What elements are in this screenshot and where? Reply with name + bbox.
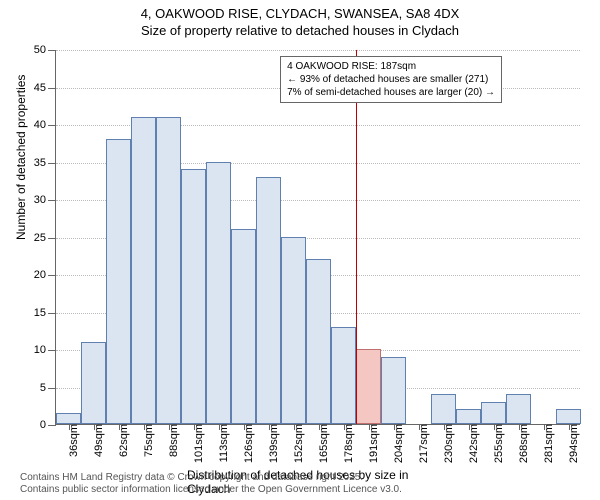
plot-area: 4 OAKWOOD RISE: 187sqm ← 93% of detached…: [55, 50, 580, 425]
histogram-bar: [106, 139, 131, 424]
histogram-bar: [481, 402, 506, 425]
x-tick-label: 152sqm: [293, 424, 305, 463]
histogram-bar: [456, 409, 481, 424]
histogram-bar: [506, 394, 531, 424]
x-tick-label: 75sqm: [143, 424, 155, 457]
annotation-box: 4 OAKWOOD RISE: 187sqm ← 93% of detached…: [280, 56, 502, 103]
histogram-bar: [306, 259, 331, 424]
y-tick-label: 20: [34, 269, 46, 281]
x-tick-label: 49sqm: [93, 424, 105, 457]
y-tick-label: 15: [34, 307, 46, 319]
grid-line: [56, 50, 580, 51]
histogram-bar: [131, 117, 156, 425]
histogram-bar: [331, 327, 356, 425]
x-tick-label: 62sqm: [118, 424, 130, 457]
histogram-bar: [556, 409, 581, 424]
y-tick: [48, 125, 56, 126]
x-tick-label: 139sqm: [268, 424, 280, 463]
y-tick-label: 0: [40, 419, 46, 431]
histogram-bar: [431, 394, 456, 424]
y-tick: [48, 163, 56, 164]
footer-line1: Contains HM Land Registry data © Crown c…: [20, 472, 402, 484]
x-tick-label: 126sqm: [243, 424, 255, 463]
annotation-line3: 7% of semi-detached houses are larger (2…: [287, 86, 495, 99]
y-tick: [48, 200, 56, 201]
x-tick-label: 36sqm: [68, 424, 80, 457]
x-tick-label: 178sqm: [343, 424, 355, 463]
histogram-bar: [81, 342, 106, 425]
histogram-bar: [281, 237, 306, 425]
y-tick: [48, 313, 56, 314]
annotation-line2: ← 93% of detached houses are smaller (27…: [287, 73, 495, 86]
histogram-bar: [356, 349, 381, 424]
histogram-bar: [56, 413, 81, 424]
x-tick-label: 242sqm: [468, 424, 480, 463]
y-tick: [48, 350, 56, 351]
title-block: 4, OAKWOOD RISE, CLYDACH, SWANSEA, SA8 4…: [0, 0, 600, 40]
footer: Contains HM Land Registry data © Crown c…: [20, 472, 402, 496]
y-tick-label: 10: [34, 344, 46, 356]
x-tick-label: 268sqm: [518, 424, 530, 463]
histogram-bar: [181, 169, 206, 424]
x-tick-label: 101sqm: [193, 424, 205, 463]
histogram-bar: [156, 117, 181, 425]
y-tick: [48, 50, 56, 51]
y-tick-label: 50: [34, 44, 46, 56]
marker-line: [356, 50, 357, 424]
footer-line2: Contains public sector information licen…: [20, 484, 402, 496]
y-tick-label: 5: [40, 382, 46, 394]
histogram-bar: [231, 229, 256, 424]
y-axis-title: Number of detached properties: [14, 75, 28, 240]
histogram-bar: [206, 162, 231, 425]
x-tick-label: 88sqm: [168, 424, 180, 457]
y-tick-label: 45: [34, 82, 46, 94]
y-tick: [48, 388, 56, 389]
x-tick-label: 165sqm: [318, 424, 330, 463]
title-line1: 4, OAKWOOD RISE, CLYDACH, SWANSEA, SA8 4…: [0, 6, 600, 23]
x-tick-label: 217sqm: [418, 424, 430, 463]
x-tick-label: 113sqm: [218, 424, 230, 462]
y-tick-label: 25: [34, 232, 46, 244]
x-tick-label: 294sqm: [568, 424, 580, 463]
histogram-bar: [381, 357, 406, 425]
y-tick-label: 40: [34, 119, 46, 131]
x-tick-label: 230sqm: [443, 424, 455, 463]
annotation-line1: 4 OAKWOOD RISE: 187sqm: [287, 60, 495, 73]
y-tick-label: 30: [34, 194, 46, 206]
y-tick: [48, 88, 56, 89]
chart-container: 4, OAKWOOD RISE, CLYDACH, SWANSEA, SA8 4…: [0, 0, 600, 500]
x-tick-label: 255sqm: [493, 424, 505, 463]
y-tick: [48, 425, 56, 426]
y-tick: [48, 238, 56, 239]
x-tick-label: 281sqm: [543, 424, 555, 463]
y-tick-label: 35: [34, 157, 46, 169]
x-tick-label: 191sqm: [368, 424, 380, 463]
y-tick: [48, 275, 56, 276]
histogram-bar: [256, 177, 281, 425]
title-line2: Size of property relative to detached ho…: [0, 23, 600, 40]
x-tick-label: 204sqm: [393, 424, 405, 463]
